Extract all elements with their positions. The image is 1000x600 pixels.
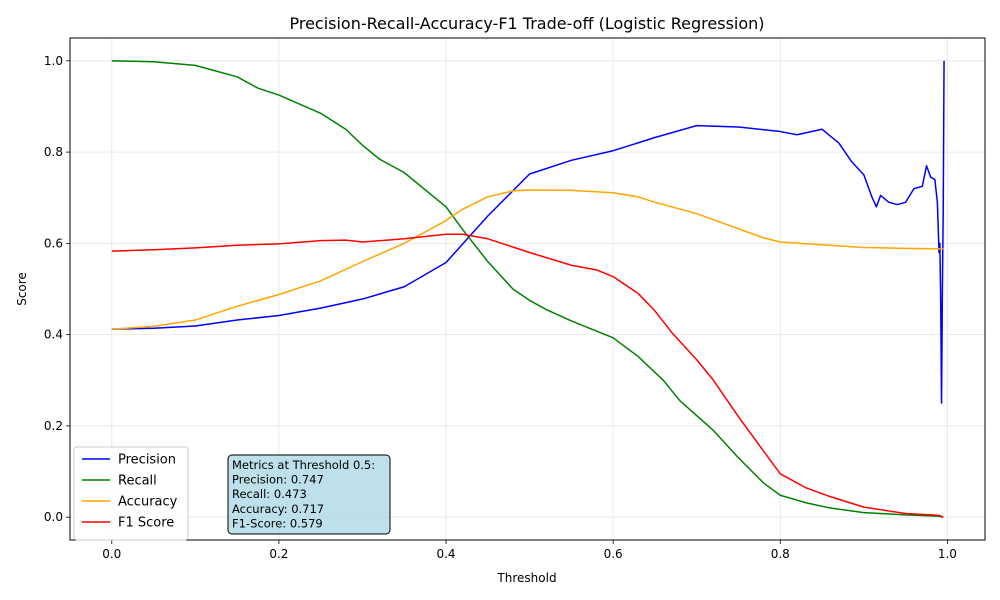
x-tick-label: 0.0	[102, 547, 121, 561]
annotation-line: Accuracy: 0.717	[232, 502, 324, 516]
series-line-f1-score	[111, 233, 944, 518]
x-tick-label: 0.6	[604, 547, 623, 561]
grid	[70, 38, 985, 540]
x-tick-label: 0.4	[436, 547, 455, 561]
annotation-line: Precision: 0.747	[232, 473, 324, 487]
annotation-line: Metrics at Threshold 0.5:	[232, 458, 375, 472]
legend: Precision Recall Accuracy F1 Score	[73, 446, 189, 541]
x-axis-label: Threshold	[496, 571, 556, 585]
legend-label: Accuracy	[118, 495, 178, 510]
legend-box	[73, 446, 189, 541]
y-axis-label: Score	[15, 272, 29, 306]
x-tick-label: 0.8	[771, 547, 790, 561]
y-tick-label: 0.4	[44, 328, 63, 342]
series-line-precision	[111, 60, 945, 404]
metrics-annotation: Metrics at Threshold 0.5:Precision: 0.74…	[227, 454, 391, 535]
annotation-line: Recall: 0.473	[232, 487, 307, 501]
legend-label: F1 Score	[118, 516, 174, 531]
legend-label: Precision	[118, 453, 176, 468]
legend-label: Recall	[118, 474, 157, 489]
series-lines	[111, 60, 945, 518]
annotation-line: F1-Score: 0.579	[232, 516, 323, 530]
x-tick-label: 0.2	[269, 547, 288, 561]
y-tick-label: 0.6	[44, 236, 63, 250]
annotation-box	[227, 454, 391, 535]
y-tick-label: 0.0	[44, 510, 63, 524]
chart-title: Precision-Recall-Accuracy-F1 Trade-off (…	[289, 14, 764, 33]
y-tick-label: 0.2	[44, 419, 63, 433]
y-tick-label: 0.8	[44, 145, 63, 159]
y-tick-label: 1.0	[44, 54, 63, 68]
series-line-recall	[111, 60, 944, 518]
series-line-accuracy	[111, 189, 944, 330]
plot-frame	[69, 37, 986, 541]
x-tick-label: 1.0	[938, 547, 957, 561]
ticks: 0.0 0.2 0.4 0.6 0.8 1.0 0.0 0.2 0.4 0.6 0.8 1.0	[44, 54, 957, 561]
